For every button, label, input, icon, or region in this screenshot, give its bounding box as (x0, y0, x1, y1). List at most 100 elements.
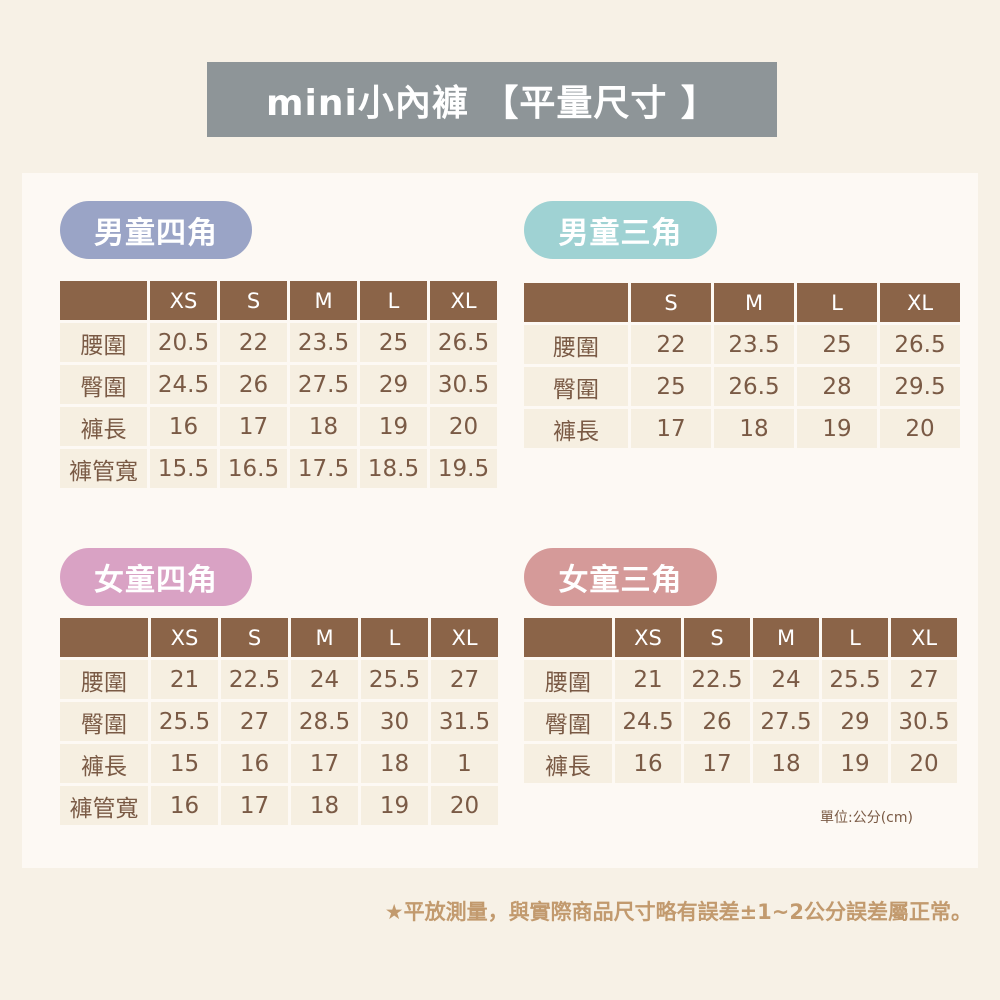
value-cell: 27 (221, 702, 288, 741)
value-cell: 28 (797, 367, 877, 406)
value-cell: 19 (360, 407, 427, 446)
value-cell: 26.5 (714, 367, 794, 406)
value-cell: 18 (714, 409, 794, 448)
value-cell: 26 (684, 702, 750, 741)
value-cell: 24 (753, 660, 819, 699)
value-cell: 22 (220, 323, 287, 362)
value-cell: 18.5 (360, 449, 427, 488)
size-header-cell: S (221, 618, 288, 657)
value-cell: 16 (150, 407, 217, 446)
value-cell: 24.5 (615, 702, 681, 741)
value-cell: 18 (290, 407, 357, 446)
row-label-cell: 臀圍 (524, 367, 628, 406)
header-corner-cell (60, 281, 147, 320)
row-label-cell: 褲管寬 (60, 786, 148, 825)
value-cell: 20 (431, 786, 498, 825)
size-table-girls-brief: XS S M L XL 腰圍 21 22.5 24 25.5 27 臀圍 24.5 26 27.5 29 30.… (524, 618, 957, 783)
size-header-cell: XL (891, 618, 957, 657)
row-label-cell: 褲長 (524, 744, 612, 783)
value-cell: 26.5 (880, 325, 960, 364)
value-cell: 25 (360, 323, 427, 362)
value-cell: 20 (430, 407, 497, 446)
size-header-cell: M (291, 618, 358, 657)
value-cell: 23.5 (714, 325, 794, 364)
size-header-cell: L (360, 281, 427, 320)
value-cell: 18 (291, 786, 358, 825)
row-label-cell: 腰圍 (524, 660, 612, 699)
section-label-boys-brief: 男童三角 (524, 201, 717, 259)
value-cell: 27.5 (290, 365, 357, 404)
size-header-cell: XL (880, 283, 960, 322)
value-cell: 18 (753, 744, 819, 783)
size-header-cell: XL (430, 281, 497, 320)
value-cell: 16.5 (220, 449, 287, 488)
value-cell: 1 (431, 744, 498, 783)
value-cell: 29 (822, 702, 888, 741)
size-header-cell: M (290, 281, 357, 320)
size-table-boys-brief: S M L XL 腰圍 22 23.5 25 26.5 臀圍 25 26.5 28 29.5 褲長 17 18 1… (524, 283, 960, 448)
value-cell: 30 (361, 702, 428, 741)
value-cell: 21 (151, 660, 218, 699)
size-header-cell: S (220, 281, 287, 320)
page-title: mini小內褲 【平量尺寸 】 (207, 62, 777, 137)
size-header-cell: M (753, 618, 819, 657)
size-header-cell: S (631, 283, 711, 322)
value-cell: 23.5 (290, 323, 357, 362)
value-cell: 31.5 (431, 702, 498, 741)
size-table-boys-boxer: XS S M L XL 腰圍 20.5 22 23.5 25 26.5 臀圍 24.5 26 27.5 29 3… (60, 281, 497, 488)
row-label-cell: 臀圍 (524, 702, 612, 741)
row-label-cell: 臀圍 (60, 702, 148, 741)
header-corner-cell (524, 618, 612, 657)
size-header-cell: XS (151, 618, 218, 657)
value-cell: 20.5 (150, 323, 217, 362)
value-cell: 27 (431, 660, 498, 699)
size-header-cell: XS (615, 618, 681, 657)
value-cell: 16 (221, 744, 288, 783)
value-cell: 29 (360, 365, 427, 404)
value-cell: 27 (891, 660, 957, 699)
value-cell: 19 (797, 409, 877, 448)
value-cell: 30.5 (891, 702, 957, 741)
value-cell: 22.5 (684, 660, 750, 699)
value-cell: 17.5 (290, 449, 357, 488)
size-header-cell: L (822, 618, 888, 657)
value-cell: 17 (684, 744, 750, 783)
value-cell: 21 (615, 660, 681, 699)
value-cell: 15.5 (150, 449, 217, 488)
value-cell: 26.5 (430, 323, 497, 362)
size-header-cell: XL (431, 618, 498, 657)
value-cell: 25 (631, 367, 711, 406)
value-cell: 17 (291, 744, 358, 783)
header-corner-cell (524, 283, 628, 322)
row-label-cell: 腰圍 (524, 325, 628, 364)
unit-label: 單位:公分(cm) (820, 810, 913, 826)
value-cell: 20 (880, 409, 960, 448)
measurement-note: ★平放測量，與實際商品尺寸略有誤差±1~2公分誤差屬正常。 (384, 900, 972, 924)
section-label-boys-boxer: 男童四角 (60, 201, 252, 259)
value-cell: 16 (615, 744, 681, 783)
value-cell: 24.5 (150, 365, 217, 404)
value-cell: 22 (631, 325, 711, 364)
row-label-cell: 臀圍 (60, 365, 147, 404)
row-label-cell: 褲長 (60, 407, 147, 446)
size-header-cell: L (797, 283, 877, 322)
row-label-cell: 腰圍 (60, 323, 147, 362)
row-label-cell: 褲長 (60, 744, 148, 783)
value-cell: 22.5 (221, 660, 288, 699)
row-label-cell: 褲長 (524, 409, 628, 448)
size-table-girls-boxer: XS S M L XL 腰圍 21 22.5 24 25.5 27 臀圍 25.5 27 28.5 30 31.… (60, 618, 498, 825)
value-cell: 17 (220, 407, 287, 446)
value-cell: 24 (291, 660, 358, 699)
value-cell: 25.5 (151, 702, 218, 741)
size-header-cell: S (684, 618, 750, 657)
value-cell: 16 (151, 786, 218, 825)
value-cell: 25 (797, 325, 877, 364)
value-cell: 17 (221, 786, 288, 825)
size-header-cell: XS (150, 281, 217, 320)
value-cell: 30.5 (430, 365, 497, 404)
value-cell: 18 (361, 744, 428, 783)
section-label-girls-boxer: 女童四角 (60, 548, 252, 606)
section-label-girls-brief: 女童三角 (524, 548, 717, 606)
value-cell: 19 (822, 744, 888, 783)
header-corner-cell (60, 618, 148, 657)
